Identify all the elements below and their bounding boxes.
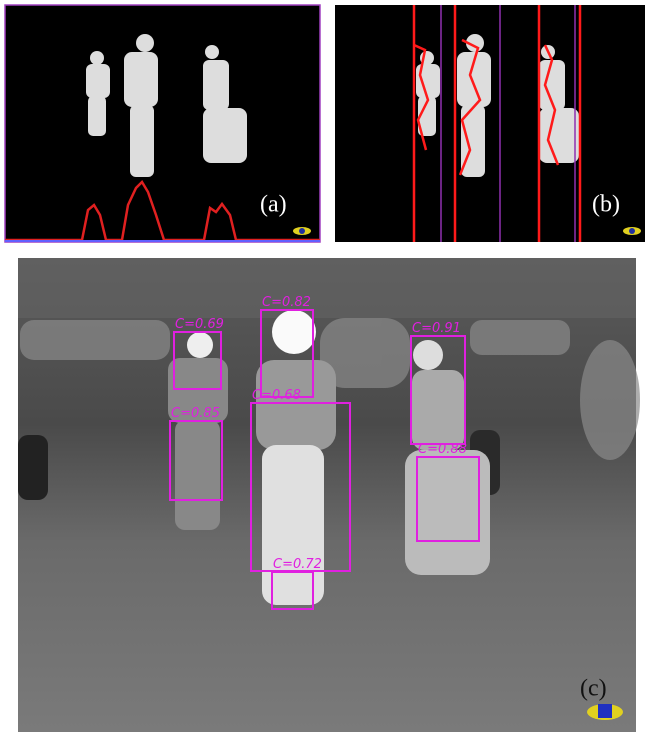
logo-dot bbox=[629, 228, 635, 234]
figure: (a) (b) bbox=[0, 0, 648, 732]
logo-square bbox=[598, 704, 612, 718]
panel-label: (c) bbox=[580, 676, 607, 702]
detection-label: C=0.85 bbox=[171, 406, 220, 421]
detection-label: C=0.91 bbox=[412, 321, 461, 336]
detection-label: C=0.88 bbox=[418, 442, 467, 457]
logo-dot bbox=[299, 228, 305, 234]
detection-label: C=0.69 bbox=[175, 317, 224, 332]
panel-c: C=0.69 C=0.82 C=0.68 C=0.85 C=0.91 C=0.88 C=0.… bbox=[18, 258, 640, 732]
sky bbox=[18, 258, 636, 318]
panel-a: (a) bbox=[5, 5, 320, 242]
panel-b: (b) bbox=[335, 5, 645, 242]
panel-label: (b) bbox=[592, 192, 620, 218]
detection-label: C=0.72 bbox=[273, 557, 322, 572]
detection-label: C=0.82 bbox=[262, 295, 311, 310]
dark-object bbox=[18, 435, 48, 500]
detection-label: C=0.68 bbox=[252, 388, 301, 403]
panel-label: (a) bbox=[260, 192, 287, 218]
